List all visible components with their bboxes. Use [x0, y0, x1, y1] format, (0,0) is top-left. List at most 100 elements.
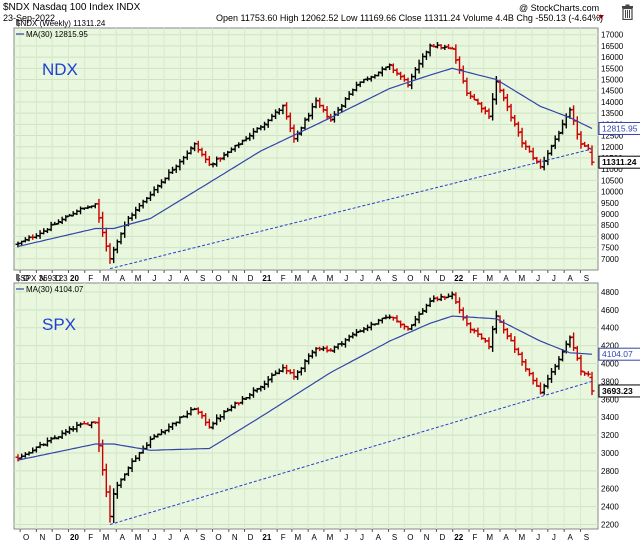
- x-tick-label: A: [120, 274, 126, 283]
- plot-area: [13, 282, 599, 530]
- x-tick-label: M: [295, 533, 302, 542]
- panel-label: SPX: [42, 315, 76, 334]
- y-tick-label: 2400: [601, 503, 619, 512]
- price-bar: [155, 184, 161, 194]
- y-tick-label: 4200: [601, 342, 619, 351]
- x-tick-label: S: [200, 274, 205, 283]
- legend-entry-ma: MA(30) 4104.07: [26, 285, 84, 294]
- x-tick-label: N: [40, 533, 46, 542]
- credit-text: @ StockCharts.com: [519, 3, 600, 13]
- x-tick-label: M: [103, 274, 110, 283]
- ma-value-label: 4104.07: [602, 349, 633, 359]
- y-tick-label: 11000: [601, 165, 623, 174]
- chart-panel-ndx: 7000750080008500900095001000010500110001…: [13, 19, 640, 283]
- price-value-tag: [598, 155, 640, 169]
- quote-line: Open 11753.60 High 12062.52 Low 11169.66…: [216, 13, 603, 23]
- ma-value-tag: [598, 121, 640, 135]
- y-tick-label: 16000: [601, 53, 624, 62]
- x-tick-label: J: [344, 274, 348, 283]
- y-tick-label: 3400: [601, 413, 619, 422]
- x-tick-label: A: [503, 533, 509, 542]
- price-value-tag: [598, 384, 640, 398]
- y-tick-label: 3600: [601, 395, 619, 404]
- x-tick-label: O: [407, 533, 413, 542]
- x-tick-label: J: [536, 533, 540, 542]
- price-bar: [217, 157, 223, 162]
- x-tick-label: 21: [262, 533, 271, 542]
- y-tick-label: 12500: [601, 132, 624, 141]
- y-tick-label: 10500: [601, 176, 624, 185]
- y-tick-label: 3800: [601, 377, 619, 386]
- x-tick-label: D: [248, 274, 254, 283]
- x-tick-label: A: [376, 274, 382, 283]
- y-tick-label: 7000: [601, 255, 619, 264]
- y-tick-label: 2200: [601, 521, 619, 530]
- x-tick-label: F: [281, 274, 286, 283]
- x-tick-label: D: [440, 274, 446, 283]
- y-tick-label: 8500: [601, 221, 619, 230]
- x-tick-label: N: [232, 274, 238, 283]
- y-tick-label: 9500: [601, 199, 619, 208]
- chart-date: 23-Sep-2022: [3, 13, 56, 23]
- legend-entry-ma: MA(30) 12815.95: [26, 30, 88, 39]
- x-tick-label: J: [168, 274, 172, 283]
- x-tick-label: N: [424, 533, 430, 542]
- x-tick-label: F: [473, 274, 478, 283]
- legend: $SPX 3693.23 MA(30) 4104.07: [16, 274, 84, 294]
- x-tick-label: M: [135, 274, 142, 283]
- x-tick-label: J: [152, 274, 156, 283]
- x-tick-label: O: [215, 274, 221, 283]
- x-tick-label: M: [486, 533, 493, 542]
- x-tick-label: J: [344, 533, 348, 542]
- x-tick-label: J: [152, 533, 156, 542]
- y-tick-label: 4800: [601, 288, 619, 297]
- x-tick-label: J: [168, 533, 172, 542]
- y-tick-label: 9000: [601, 210, 619, 219]
- price-bar: [589, 145, 595, 166]
- y-tick-label: 3000: [601, 449, 619, 458]
- price-bar: [585, 143, 591, 151]
- x-tick-label: O: [23, 274, 29, 283]
- trendline: [109, 148, 593, 270]
- moving-average-line: [17, 67, 593, 248]
- pin-icon: [16, 274, 19, 280]
- x-tick-label: O: [407, 274, 413, 283]
- triangle-icon: [598, 15, 604, 19]
- panel-label: NDX: [42, 60, 78, 79]
- price-value-label: 11311.24: [602, 157, 637, 167]
- x-tick-label: F: [88, 274, 93, 283]
- y-tick-label: 2800: [601, 467, 619, 476]
- x-tick-label: M: [518, 274, 525, 283]
- price-bar: [549, 144, 555, 156]
- legend-entry-price: $NDX (Weekly) 11311.24: [16, 19, 106, 28]
- ma-value-label: 12815.95: [602, 123, 638, 133]
- x-tick-label: O: [215, 533, 221, 542]
- moving-average-line: [17, 315, 593, 461]
- x-tick-label: S: [392, 533, 397, 542]
- y-tick-label: 4600: [601, 306, 619, 315]
- ma-value-tag: [598, 347, 640, 361]
- x-tick-label: M: [327, 533, 334, 542]
- chart-panel-spx: 2200 2400 2600 2800 3000 3200 3400 3600 3800 4000…: [13, 274, 640, 542]
- x-tick-label: N: [40, 274, 46, 283]
- y-tick-label: 8000: [601, 232, 619, 241]
- y-tick-label: 3200: [601, 431, 619, 440]
- x-tick-label: F: [281, 533, 286, 542]
- x-tick-label: J: [360, 274, 364, 283]
- x-tick-label: M: [135, 533, 142, 542]
- trash-icon[interactable]: [621, 4, 634, 20]
- x-tick-label: D: [55, 533, 61, 542]
- pin-icon: [16, 19, 19, 25]
- x-tick-label: 22: [454, 533, 463, 542]
- chart-title: $NDX Nasdaq 100 Index INDX: [3, 2, 141, 13]
- y-tick-label: 4400: [601, 324, 619, 333]
- price-bar: [585, 371, 591, 377]
- x-tick-label: N: [232, 533, 238, 542]
- price-bar: [578, 355, 584, 376]
- y-tick-label: 10000: [601, 188, 624, 197]
- price-bar: [427, 43, 433, 57]
- legend: $NDX (Weekly) 11311.24 MA(30) 12815.95: [16, 19, 106, 39]
- x-tick-label: A: [503, 274, 509, 283]
- x-tick-label: 22: [454, 274, 463, 283]
